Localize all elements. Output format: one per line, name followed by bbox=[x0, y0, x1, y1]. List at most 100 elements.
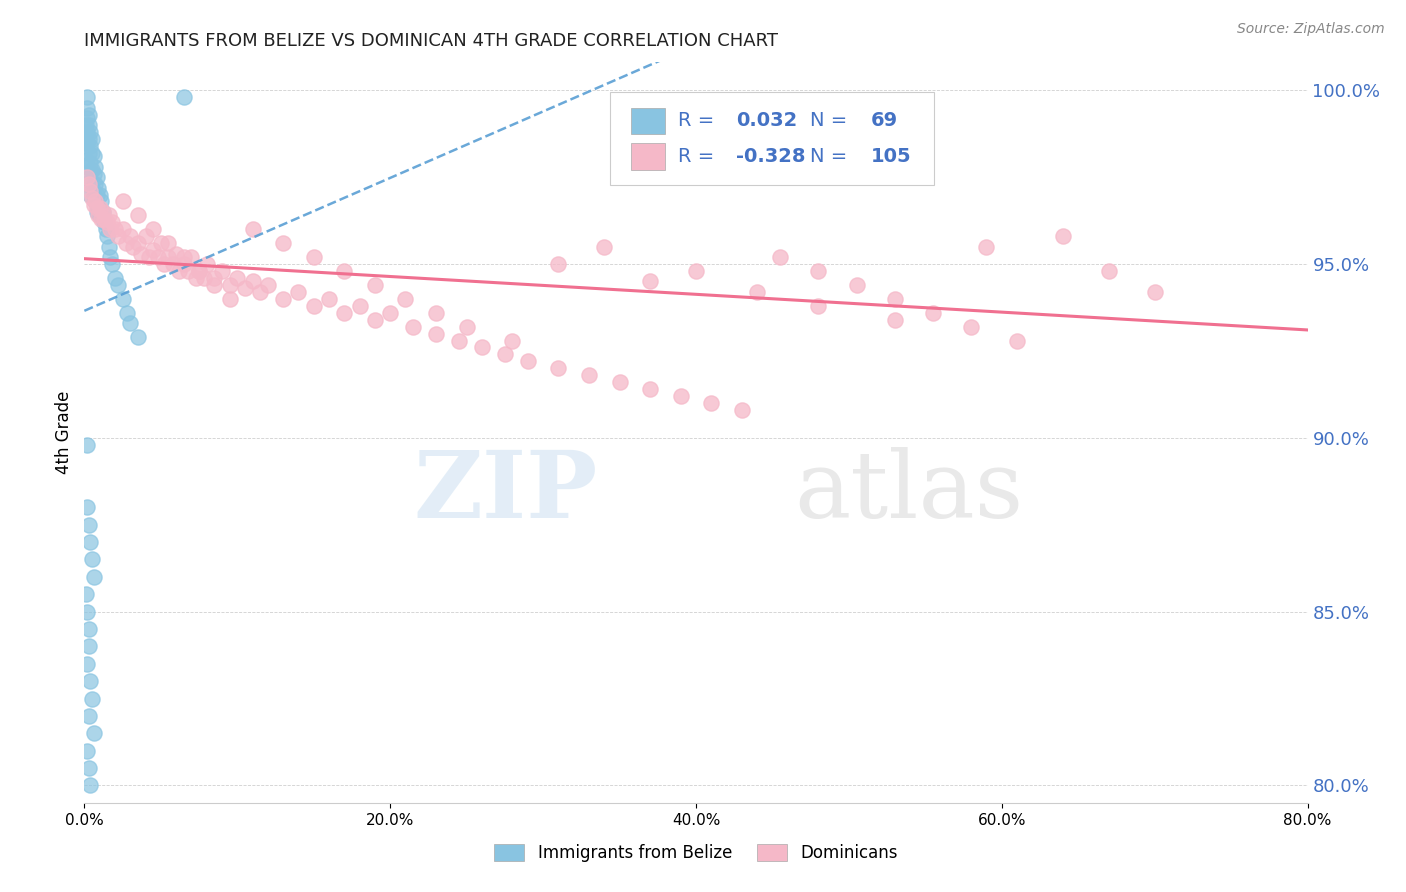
Point bbox=[77, 118, 100, 132]
Point bbox=[149, 236, 172, 251]
Text: -0.328: -0.328 bbox=[737, 147, 806, 166]
Point bbox=[79, 139, 101, 153]
Point bbox=[807, 264, 830, 278]
Point bbox=[111, 292, 134, 306]
Point bbox=[84, 177, 107, 191]
Point bbox=[127, 208, 149, 222]
Point bbox=[101, 257, 124, 271]
Point bbox=[104, 271, 127, 285]
Point bbox=[76, 160, 98, 174]
Point bbox=[976, 240, 998, 254]
Point bbox=[77, 177, 100, 191]
Point bbox=[120, 229, 142, 244]
Text: 69: 69 bbox=[870, 112, 898, 130]
Point bbox=[138, 250, 160, 264]
Point bbox=[83, 187, 105, 202]
Point bbox=[77, 640, 100, 654]
Point bbox=[87, 208, 110, 222]
Point bbox=[76, 170, 98, 185]
Point bbox=[142, 222, 165, 236]
Point bbox=[86, 202, 108, 216]
Point bbox=[747, 285, 769, 299]
Point bbox=[107, 229, 129, 244]
Point bbox=[76, 657, 98, 671]
Point bbox=[211, 264, 233, 278]
Point bbox=[91, 205, 114, 219]
Point bbox=[547, 257, 569, 271]
Point bbox=[127, 330, 149, 344]
Point bbox=[89, 202, 111, 216]
Point bbox=[364, 277, 387, 292]
Point bbox=[135, 229, 157, 244]
Point bbox=[249, 285, 271, 299]
Point bbox=[83, 198, 105, 212]
Point bbox=[349, 299, 371, 313]
Point bbox=[91, 205, 114, 219]
Text: N =: N = bbox=[810, 112, 846, 130]
Point bbox=[79, 779, 101, 793]
Point bbox=[769, 250, 792, 264]
Text: 105: 105 bbox=[870, 147, 911, 166]
Point bbox=[79, 184, 101, 198]
Point bbox=[87, 202, 110, 216]
Point bbox=[75, 118, 97, 132]
Point bbox=[84, 194, 107, 209]
Point bbox=[233, 281, 256, 295]
Point bbox=[153, 257, 176, 271]
Point bbox=[83, 149, 105, 163]
Point bbox=[75, 587, 97, 601]
Point bbox=[96, 229, 118, 244]
Point bbox=[120, 316, 142, 330]
Point bbox=[79, 535, 101, 549]
Point bbox=[76, 744, 98, 758]
Point bbox=[242, 274, 264, 288]
Point bbox=[86, 205, 108, 219]
Point bbox=[77, 132, 100, 146]
Point bbox=[184, 271, 207, 285]
Point bbox=[79, 173, 101, 187]
Point bbox=[76, 438, 98, 452]
Point bbox=[173, 257, 195, 271]
Point bbox=[157, 236, 180, 251]
Point bbox=[638, 274, 661, 288]
Text: ZIP: ZIP bbox=[413, 447, 598, 537]
Point bbox=[516, 354, 538, 368]
Point bbox=[922, 306, 945, 320]
Point bbox=[115, 306, 138, 320]
Text: IMMIGRANTS FROM BELIZE VS DOMINICAN 4TH GRADE CORRELATION CHART: IMMIGRANTS FROM BELIZE VS DOMINICAN 4TH … bbox=[84, 32, 779, 50]
Point bbox=[127, 236, 149, 251]
Point bbox=[75, 153, 97, 167]
Text: R =: R = bbox=[678, 112, 714, 130]
Point bbox=[77, 709, 100, 723]
Point bbox=[177, 264, 200, 278]
Point bbox=[333, 264, 356, 278]
Point bbox=[271, 236, 294, 251]
Text: Source: ZipAtlas.com: Source: ZipAtlas.com bbox=[1237, 22, 1385, 37]
Point bbox=[226, 271, 249, 285]
Point bbox=[202, 271, 225, 285]
Point bbox=[97, 208, 120, 222]
Point bbox=[80, 145, 103, 160]
Point bbox=[86, 170, 108, 185]
Point bbox=[76, 90, 98, 104]
Point bbox=[75, 136, 97, 150]
Point bbox=[425, 326, 447, 341]
Point bbox=[471, 341, 494, 355]
Point bbox=[79, 187, 101, 202]
Point bbox=[960, 319, 983, 334]
Point bbox=[76, 136, 98, 150]
Point bbox=[76, 605, 98, 619]
Point bbox=[83, 726, 105, 740]
Point bbox=[77, 761, 100, 775]
Point bbox=[188, 264, 211, 278]
Text: N =: N = bbox=[810, 147, 846, 166]
Point bbox=[93, 215, 115, 229]
Point bbox=[578, 368, 600, 383]
Point bbox=[180, 250, 202, 264]
Point bbox=[494, 347, 516, 361]
Legend: Immigrants from Belize, Dominicans: Immigrants from Belize, Dominicans bbox=[488, 837, 904, 869]
Point bbox=[146, 250, 169, 264]
Point bbox=[883, 292, 905, 306]
Point bbox=[165, 246, 187, 260]
Point bbox=[547, 361, 569, 376]
